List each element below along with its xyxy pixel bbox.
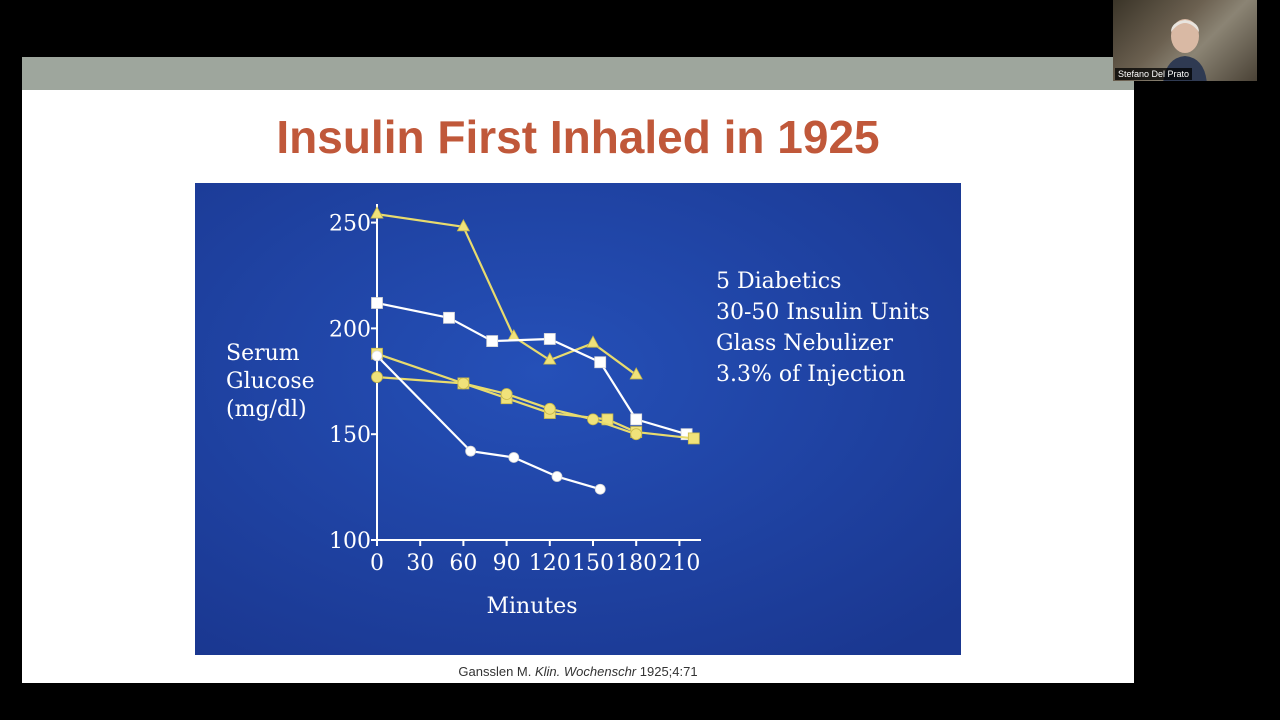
x-tick-label: 120: [529, 551, 571, 576]
data-point: [594, 483, 606, 495]
chart-annotation-line: 30-50 Insulin Units: [716, 300, 930, 325]
participant-video-tile[interactable]: Stefano Del Prato: [1113, 0, 1257, 81]
data-point: [371, 297, 383, 309]
x-tick-label: 30: [406, 551, 434, 576]
slide-header-bar: [22, 57, 1134, 90]
y-tick-label: 100: [329, 529, 371, 554]
data-point: [630, 413, 643, 426]
slide: Insulin First Inhaled in 1925 100 150 200 2…: [22, 57, 1134, 683]
data-point: [594, 356, 607, 369]
series-line: [376, 375, 637, 436]
data-point: [500, 388, 513, 400]
x-tick-label: 0: [370, 551, 384, 576]
data-point: [543, 352, 557, 365]
chart-panel: 100 150 200 250 0 30 60 90 120 150 180 210 Minutes Se…: [195, 183, 961, 655]
data-point: [543, 402, 556, 415]
x-tick-label: 150: [572, 551, 614, 576]
series-line: [376, 213, 637, 376]
y-tick-label: 150: [329, 423, 371, 448]
data-point: [457, 377, 470, 390]
data-point: [456, 218, 471, 232]
chart-annotation-line: 5 Diabetics: [716, 269, 841, 294]
data-point: [371, 350, 383, 362]
data-point: [586, 335, 600, 348]
chart-background: [195, 183, 961, 655]
x-tick-label: 90: [493, 551, 521, 576]
citation: Gansslen M. Klin. Wochenschr 1925;4:71: [22, 664, 1134, 679]
citation-ref: 1925;4:71: [636, 664, 698, 679]
y-axis-label: Serum: [226, 341, 300, 366]
data-point: [370, 206, 384, 219]
y-tick-label: 250: [329, 212, 371, 237]
data-point: [443, 311, 455, 324]
chart-annotation-line: 3.3% of Injection: [716, 362, 906, 387]
x-tick-label: 180: [615, 551, 657, 576]
y-tick-label: 200: [329, 317, 371, 342]
data-point: [630, 428, 643, 441]
slide-title: Insulin First Inhaled in 1925: [276, 111, 880, 163]
citation-journal: Klin. Wochenschr: [534, 664, 637, 679]
data-point: [551, 471, 563, 482]
chart-annotation-line: Glass Nebulizer: [716, 331, 894, 356]
data-point: [687, 432, 700, 445]
data-point: [587, 413, 599, 426]
participant-name: Stefano Del Prato: [1115, 68, 1193, 80]
data-point: [543, 333, 556, 345]
data-point: [629, 367, 643, 380]
x-tick-label: 210: [658, 551, 700, 576]
x-axis-label: Minutes: [486, 594, 577, 619]
x-tick-label: 60: [449, 551, 477, 576]
data-point: [371, 371, 383, 383]
y-axis-label: (mg/dl): [226, 397, 307, 422]
data-point: [508, 452, 520, 463]
data-point: [486, 335, 499, 347]
citation-author: Gansslen M.: [458, 664, 535, 679]
y-axis-label: Glucose: [226, 369, 315, 394]
data-point: [465, 445, 477, 457]
